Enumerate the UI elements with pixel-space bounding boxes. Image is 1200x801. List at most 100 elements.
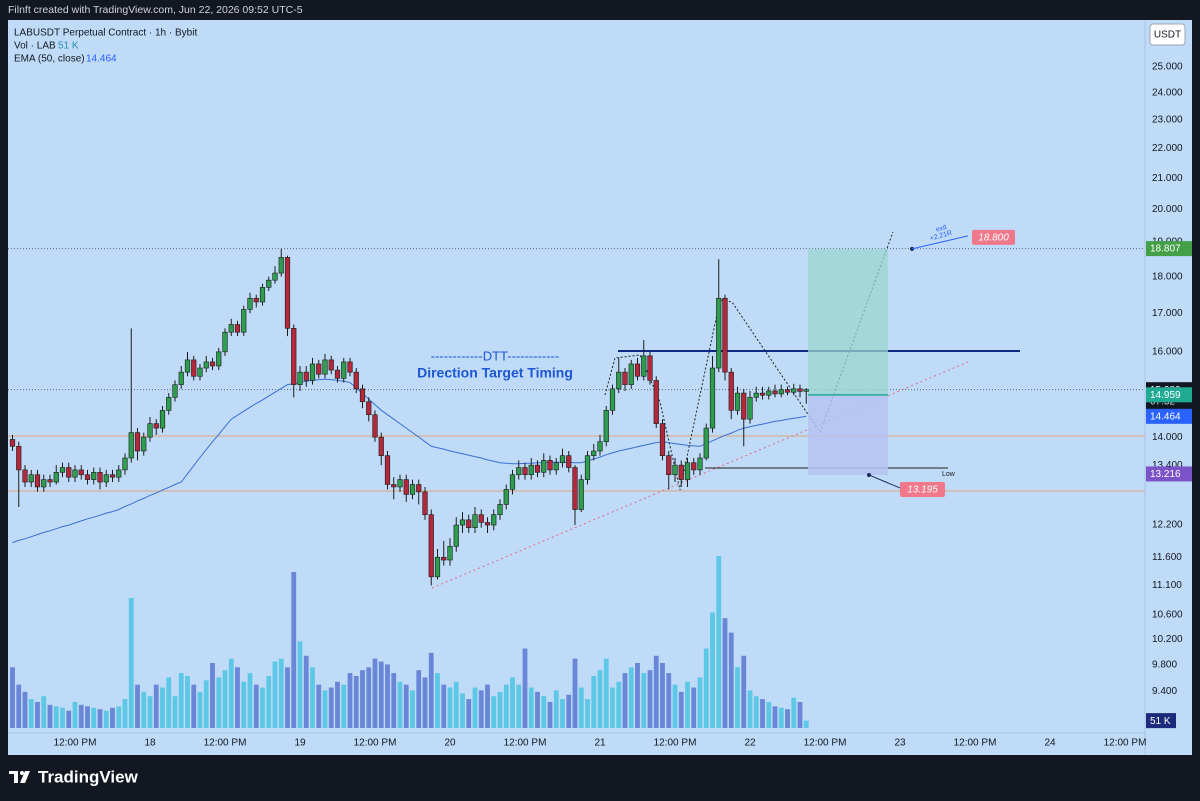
candle-body [97, 472, 103, 483]
candle-body [659, 423, 666, 456]
axis-tag-text: 14.959 [1150, 390, 1181, 401]
candle-body [378, 436, 384, 456]
candle-body [597, 441, 603, 452]
candle-body [9, 439, 16, 447]
low-label: Low [942, 471, 956, 478]
candle-body [653, 380, 659, 424]
candle-body [203, 361, 209, 369]
candle-body [247, 297, 253, 310]
candle-body [741, 392, 747, 420]
volume-bar [441, 684, 447, 728]
volume-bar [366, 667, 372, 728]
candle-body [297, 371, 303, 385]
volume-bar [641, 673, 647, 728]
volume-bar [597, 670, 603, 728]
volume-bar [585, 699, 590, 728]
candle-body [547, 460, 553, 471]
candle-body [22, 469, 28, 483]
candle-body [591, 450, 597, 456]
candle-body [28, 474, 34, 483]
volume-bar [47, 704, 53, 728]
x-tick-label: 12:00 PM [504, 738, 547, 749]
volume-bar [197, 691, 203, 728]
volume-bar [60, 707, 65, 728]
currency-box[interactable] [1149, 23, 1186, 46]
volume-bar [497, 691, 503, 728]
volume-bar [416, 670, 422, 728]
y-tick-label: 10.200 [1152, 634, 1183, 645]
volume-bar [685, 681, 690, 728]
volume-bar [778, 707, 784, 728]
candle-body [516, 467, 522, 476]
volume-bar [216, 677, 222, 728]
candle-body [116, 469, 122, 478]
candle-body [103, 474, 109, 483]
volume-bar [503, 684, 509, 728]
y-tick-label: 24.000 [1152, 88, 1183, 99]
candle-body [172, 384, 178, 398]
projection-path [604, 231, 894, 491]
volume-bar [660, 662, 665, 728]
candle-body [266, 279, 272, 288]
candle-body [359, 388, 366, 402]
volume-bar [260, 687, 265, 728]
candle-body [791, 388, 797, 393]
volume-bar [222, 670, 228, 728]
volume-bar [766, 701, 772, 728]
candle-body [384, 455, 391, 485]
volume-bar [141, 691, 147, 728]
volume-bar [647, 670, 653, 728]
y-tick-label: 25.000 [1152, 61, 1183, 72]
candle-body [766, 390, 772, 396]
volume-bar [210, 662, 215, 728]
volume-bar [410, 690, 415, 728]
candle-body [428, 514, 434, 578]
volume-bar [535, 691, 540, 728]
volume-bar [172, 696, 178, 728]
brand: TradingView [38, 767, 139, 786]
volume-bar [678, 691, 684, 728]
candle-body [134, 432, 141, 452]
volume-bar [385, 664, 390, 728]
volume-bar [72, 701, 78, 728]
candle-body [447, 546, 453, 561]
ema-line [12, 378, 807, 544]
x-tick-label: 12:00 PM [54, 738, 97, 749]
volume-bar [97, 709, 103, 728]
volume-bar [110, 707, 115, 728]
candle-body [153, 423, 159, 429]
x-tick-label: 18 [144, 738, 156, 749]
y-tick-label: 10.600 [1152, 609, 1183, 620]
axis-tag [1146, 408, 1192, 424]
volume-bar [741, 655, 747, 728]
candle-body [553, 462, 559, 471]
volume-bar [85, 706, 90, 728]
volume-bar [35, 701, 40, 728]
y-tick-label: 9.400 [1152, 686, 1177, 697]
candle-body [122, 457, 128, 471]
volume-bar [791, 697, 797, 728]
candle-body [784, 389, 791, 393]
x-tick-label: 12:00 PM [654, 738, 697, 749]
axis-tag-text: 18.807 [1150, 244, 1181, 255]
candle-body [66, 467, 72, 478]
exit-label: exit [935, 224, 947, 234]
volume-bar [122, 699, 128, 728]
x-tick-label: 12:00 PM [354, 738, 397, 749]
axis-tag [1146, 387, 1192, 403]
candle-body [366, 401, 372, 416]
candle-body [622, 371, 628, 385]
volume-bar [266, 675, 272, 728]
candle-body [634, 363, 641, 377]
x-tick-label: 24 [1044, 738, 1056, 749]
volume-bar [628, 667, 634, 728]
candle-body [159, 410, 166, 429]
candle-body [803, 389, 809, 392]
candle-body [34, 474, 41, 488]
candle-body [253, 297, 259, 303]
exit-connector [911, 235, 969, 250]
volume-bar [516, 684, 522, 728]
stop-tag-text: 13.195 [907, 485, 938, 496]
candle-body [128, 432, 134, 459]
